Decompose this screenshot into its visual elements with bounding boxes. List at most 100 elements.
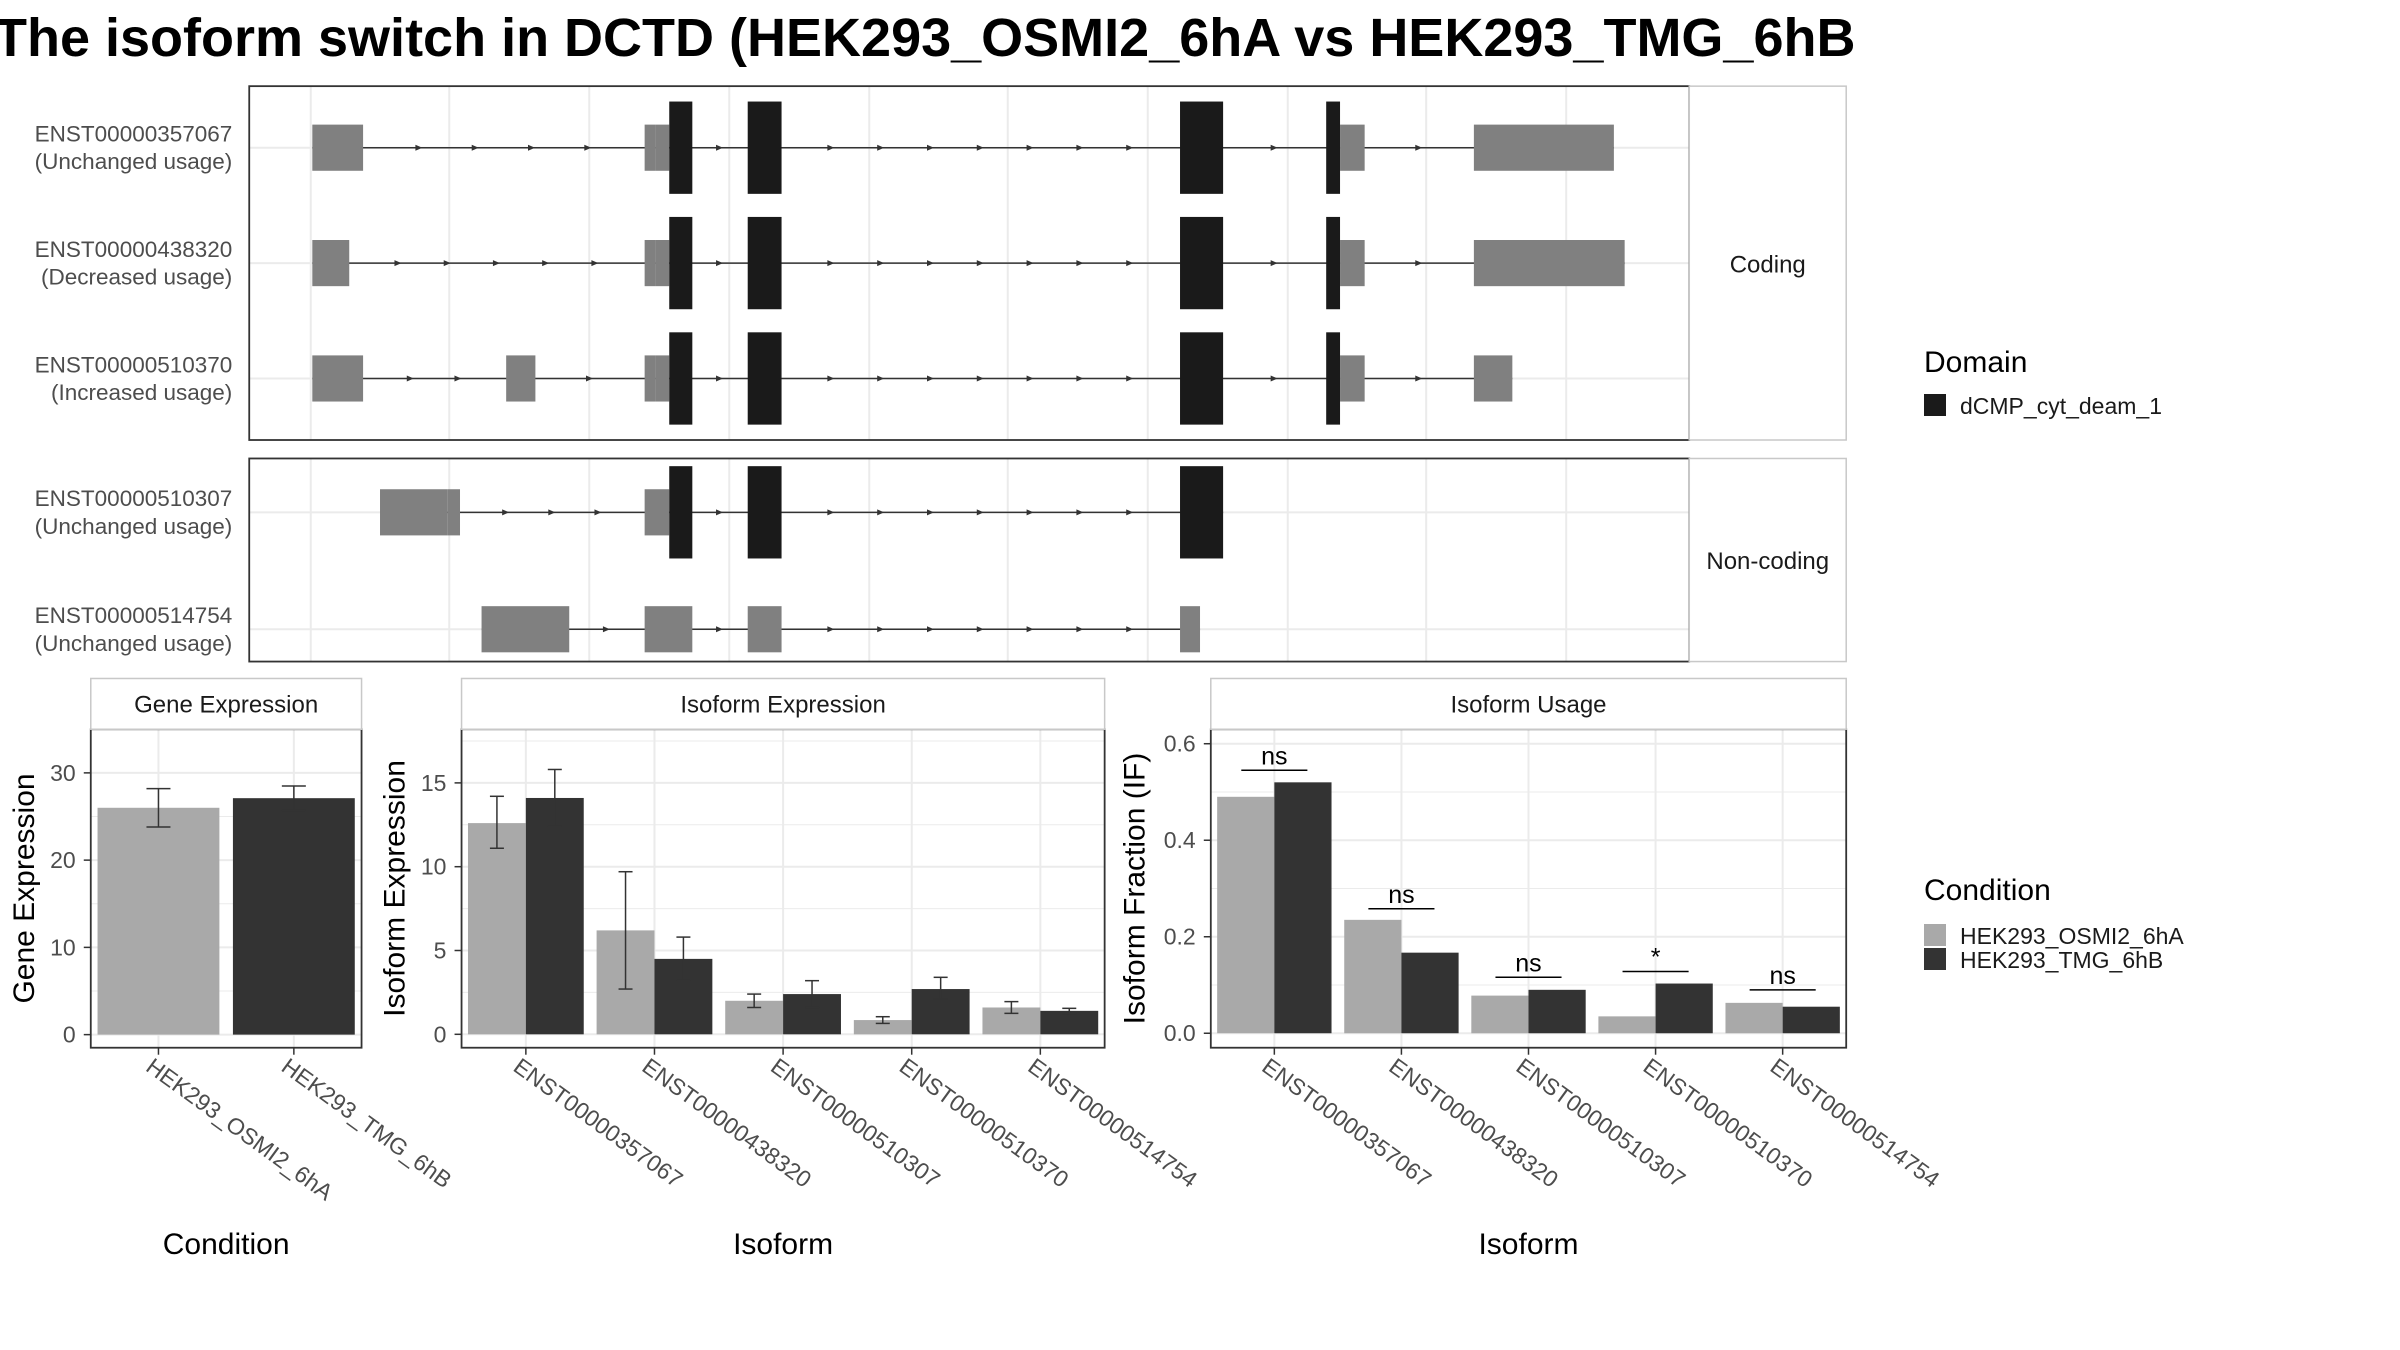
y-tick-label: 5	[434, 938, 447, 964]
intron-arrow	[1076, 509, 1084, 516]
transcript-track: ENST00000510370 (Increased usage)	[35, 332, 1513, 425]
facet-strip-label: Isoform Usage	[1450, 691, 1606, 718]
significance-label: ns	[1515, 949, 1541, 977]
structure-panel-coding: ENST00000357067(Unchanged usage)ENST0000…	[35, 85, 1847, 441]
exon-utr	[506, 355, 536, 402]
exon-utr	[1498, 355, 1513, 402]
intron-arrow	[716, 626, 724, 633]
exon-utr	[644, 240, 656, 287]
condition-legend-key-b	[1924, 948, 1946, 970]
intron-arrow	[976, 375, 984, 382]
exon-utr	[644, 606, 693, 653]
exon-utr	[481, 606, 570, 653]
transcript-usage-label: (Unchanged usage)	[35, 514, 233, 539]
intron-arrow	[877, 375, 885, 382]
intron-arrow	[1415, 375, 1423, 382]
intron-arrow	[926, 509, 934, 516]
exon-utr	[1473, 355, 1499, 402]
exon-domain	[747, 101, 782, 194]
exon-utr	[1180, 606, 1201, 653]
intron-arrow	[406, 375, 414, 382]
exon-utr	[1473, 240, 1499, 287]
exon-utr	[655, 240, 670, 287]
bar	[1040, 1010, 1099, 1035]
y-tick-label: 0	[434, 1021, 447, 1047]
intron-arrow	[1076, 260, 1084, 267]
intron-arrow	[926, 144, 934, 151]
y-tick-label: 0.6	[1164, 731, 1196, 757]
facet-strip-label: Non-coding	[1706, 548, 1829, 575]
intron-arrow	[542, 260, 550, 267]
bar	[97, 807, 220, 1035]
intron-arrow	[594, 509, 602, 516]
exon-utr	[747, 606, 782, 653]
y-axis-label: Isoform Expression	[379, 760, 412, 1017]
exon-domain	[1180, 101, 1224, 194]
intron-arrow	[548, 509, 556, 516]
intron-arrow	[827, 144, 835, 151]
y-tick-label: 15	[421, 770, 447, 796]
intron-arrow	[394, 260, 402, 267]
intron-arrow	[1126, 626, 1134, 633]
exon-utr	[312, 240, 350, 287]
intron-arrow	[976, 626, 984, 633]
intron-arrow	[926, 260, 934, 267]
exon-utr	[312, 124, 364, 171]
intron-arrow	[877, 509, 885, 516]
y-axis-label: Isoform Fraction (IF)	[1119, 753, 1152, 1025]
transcript-id-label: ENST00000510307	[35, 486, 233, 511]
structure-panel-background	[249, 458, 1690, 662]
intron-arrow	[454, 375, 462, 382]
y-tick-label: 30	[50, 760, 76, 786]
domain-legend-title: Domain	[1924, 346, 2027, 379]
exon-domain	[1326, 216, 1341, 310]
exon-utr	[1340, 355, 1365, 402]
bar-panel-isoform-expression: Isoform Expression 0 5 10 15 Isoform Expressi…	[379, 677, 1202, 1261]
exon-domain	[669, 466, 693, 559]
y-tick-label: 10	[50, 934, 76, 960]
intron-arrow	[1026, 375, 1034, 382]
exon-domain	[747, 466, 782, 559]
intron-arrow	[1126, 375, 1134, 382]
intron-arrow	[877, 260, 885, 267]
intron-arrow	[1126, 260, 1134, 267]
intron-arrow	[415, 144, 423, 151]
intron-arrow	[827, 626, 835, 633]
transcript-id-label: ENST00000357067	[35, 122, 233, 147]
bar	[1655, 983, 1713, 1034]
facet-strip	[1688, 457, 1847, 663]
y-tick-label: 0	[63, 1022, 76, 1048]
exon-utr	[1473, 124, 1499, 171]
exon-domain	[747, 216, 782, 310]
intron-arrow	[602, 626, 610, 633]
structure-panel-non-coding: ENST00000510307(Unchanged usage)ENST0000…	[35, 457, 1847, 663]
domain-legend: Domain dCMP_cyt_deam_1	[1924, 346, 2162, 419]
significance-label: *	[1651, 943, 1661, 971]
exon-utr	[1340, 124, 1365, 171]
exon-domain	[669, 101, 693, 194]
y-axis-label: Gene Expression	[8, 773, 41, 1003]
transcript-track: ENST00000438320 (Decreased usage)	[35, 216, 1625, 310]
intron-arrow	[926, 626, 934, 633]
intron-arrow	[1126, 144, 1134, 151]
transcript-id-label: ENST00000438320	[35, 237, 233, 262]
condition-legend: Condition HEK293_OSMI2_6hA HEK293_TMG_6h…	[1924, 874, 2184, 973]
exon-utr	[312, 355, 364, 402]
bar	[1471, 995, 1529, 1034]
intron-arrow	[827, 260, 835, 267]
intron-arrow	[827, 375, 835, 382]
facet-strip-label: Coding	[1730, 251, 1806, 278]
transcript-usage-label: (Decreased usage)	[41, 265, 232, 290]
bar	[1401, 952, 1459, 1034]
intron-arrow	[1270, 260, 1278, 267]
figure-title: The isoform switch in DCTD (HEK293_OSMI2…	[0, 8, 1855, 68]
y-tick-label: 0.4	[1164, 827, 1196, 853]
exon-domain	[1180, 466, 1224, 559]
intron-arrow	[1415, 144, 1423, 151]
exon-domain	[1326, 332, 1341, 425]
y-tick-label: 0.0	[1164, 1020, 1196, 1046]
intron-arrow	[827, 509, 835, 516]
transcript-track: ENST00000357067(Unchanged usage)	[35, 101, 1614, 194]
bar	[1598, 1016, 1656, 1034]
